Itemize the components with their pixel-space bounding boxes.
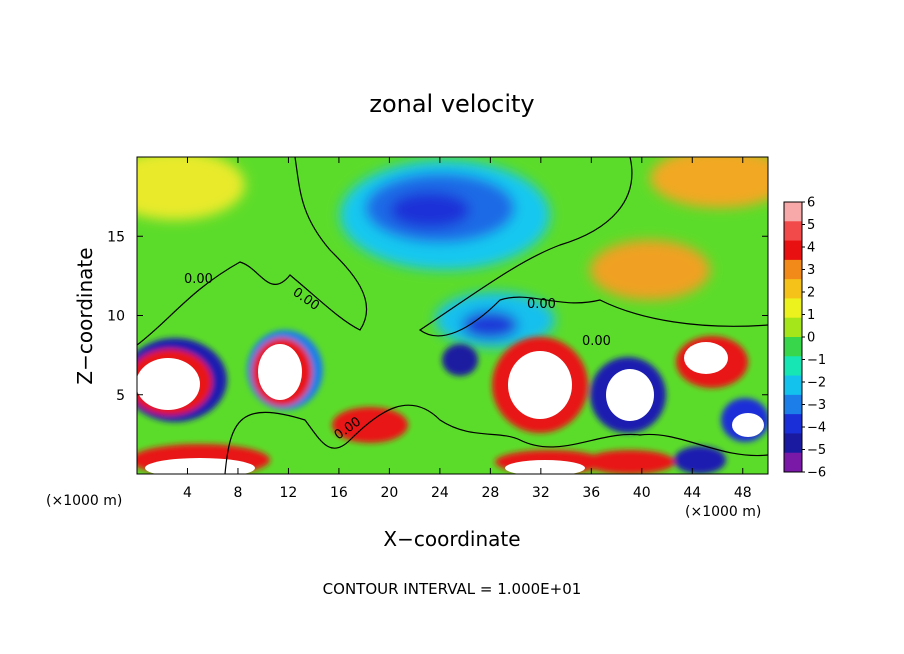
x-tick-label: 44 [683, 485, 701, 501]
velocity-field [137, 157, 768, 474]
x-axis: 4 8 12 16 20 24 28 32 36 40 44 48 [183, 157, 752, 501]
contour-label: 0.00 [184, 272, 213, 287]
y-tick-label: 10 [107, 309, 125, 325]
x-tick-label: 32 [532, 485, 550, 501]
colorbar-swatch [784, 356, 802, 377]
x-axis-title: X−coordinate [383, 527, 520, 551]
x-tick-label: 4 [183, 485, 192, 501]
x-tick-label: 24 [431, 485, 449, 501]
zero-contour-right [418, 157, 768, 337]
colorbar-label: −3 [807, 398, 826, 413]
colorbar-swatch [784, 279, 802, 299]
colorbar-label: 4 [807, 241, 815, 256]
colorbar-swatch [784, 240, 802, 261]
colorbar-swatch [784, 414, 802, 434]
colorbar-swatch [784, 375, 802, 396]
zero-contour-upper [137, 157, 368, 346]
colorbar: 6 5 4 3 2 1 0 −1 −2 −3 −4 −5 −6 [783, 196, 826, 481]
x-tick-label: 12 [280, 485, 298, 501]
y-tick-label: 15 [107, 229, 125, 245]
colorbar-swatch [784, 221, 802, 242]
x-tick-label: 8 [233, 485, 242, 501]
colorbar-swatch [784, 202, 802, 222]
colorbar-swatch [784, 394, 802, 415]
colorbar-label: −2 [807, 376, 826, 391]
colorbar-swatch [784, 317, 802, 338]
colorbar-label: 2 [807, 286, 815, 301]
colorbar-label: −1 [807, 353, 826, 368]
colorbar-label: 3 [807, 263, 815, 278]
y-axis-title: Z−coordinate [73, 247, 97, 384]
colorbar-label: 0 [807, 331, 815, 346]
colorbar-label: 5 [807, 218, 815, 233]
x-tick-label: 28 [481, 485, 499, 501]
y-tick-label: 5 [116, 388, 125, 404]
colorbar-label: −6 [807, 466, 826, 481]
x-tick-label: 40 [633, 485, 651, 501]
chart-title: zonal velocity [369, 90, 534, 118]
colorbar-swatch [784, 452, 802, 473]
contour-label: 0.00 [582, 334, 611, 349]
zero-contour-lower [224, 404, 768, 474]
colorbar-swatch [784, 337, 802, 357]
colorbar-swatch [784, 433, 802, 454]
colorbar-swatch [784, 259, 802, 280]
x-tick-label: 36 [582, 485, 600, 501]
x-tick-label: 16 [330, 485, 348, 501]
x-tick-label: 20 [380, 485, 398, 501]
colorbar-swatch [784, 298, 802, 319]
colorbar-label: −4 [807, 421, 826, 436]
contour-interval-note: CONTOUR INTERVAL = 1.000E+01 [323, 580, 582, 598]
colorbar-label: 1 [807, 308, 815, 323]
colorbar-label: 6 [807, 196, 815, 211]
x-unit-label-right: (×1000 m) [685, 504, 761, 520]
y-axis: 5 10 15 [107, 229, 768, 404]
x-tick-label: 48 [734, 485, 752, 501]
contour-label: 0.00 [527, 297, 556, 312]
colorbar-label: −5 [807, 443, 826, 458]
x-unit-label-left: (×1000 m) [46, 493, 122, 509]
